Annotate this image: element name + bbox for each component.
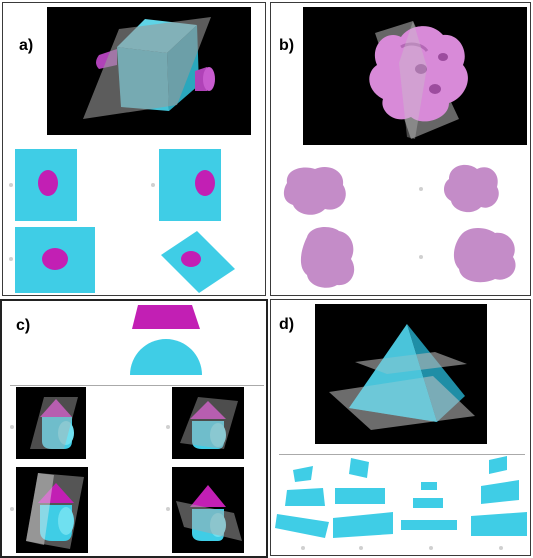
marker-dot [9,183,13,187]
panel-c-label: c) [16,317,31,334]
section-b-2 [444,164,499,213]
section-b-1 [283,166,346,215]
panel-b: b) [270,2,531,296]
section-d-4 [471,456,527,536]
divider [10,385,264,386]
panel-d-label: d) [279,316,295,333]
panel-c: c) [0,299,268,558]
panel-a-render [47,7,251,135]
marker-dot [10,507,14,511]
section-d-2 [333,458,393,538]
marker-dot [301,546,305,550]
section-a-4 [159,225,237,295]
marker-dot [359,546,363,550]
section-c-1 [16,387,86,459]
marker-dot [499,546,503,550]
marker-dot [151,183,155,187]
marker-dot [9,257,13,261]
panel-a: a) [2,2,266,296]
marker-dot [419,255,423,259]
panel-c-profile [130,305,202,375]
panel-a-label: a) [19,37,34,54]
panel-b-render [303,7,527,145]
section-c-2 [172,387,244,459]
section-d-1 [275,466,329,538]
section-d-3 [401,482,457,530]
marker-dot [166,425,170,429]
marker-dot [166,507,170,511]
section-a-3 [15,227,95,293]
panel-b-label: b) [279,37,295,54]
divider [279,454,525,455]
section-a-1 [15,149,77,221]
marker-dot [10,425,14,429]
panel-d: d) [270,299,531,556]
marker-dot [429,546,433,550]
panel-d-render [315,304,487,444]
section-b-3 [300,227,355,288]
section-a-2 [159,149,221,221]
section-c-4 [172,467,244,553]
marker-dot [419,187,423,191]
section-c-3 [16,467,88,553]
section-b-4 [453,228,516,283]
